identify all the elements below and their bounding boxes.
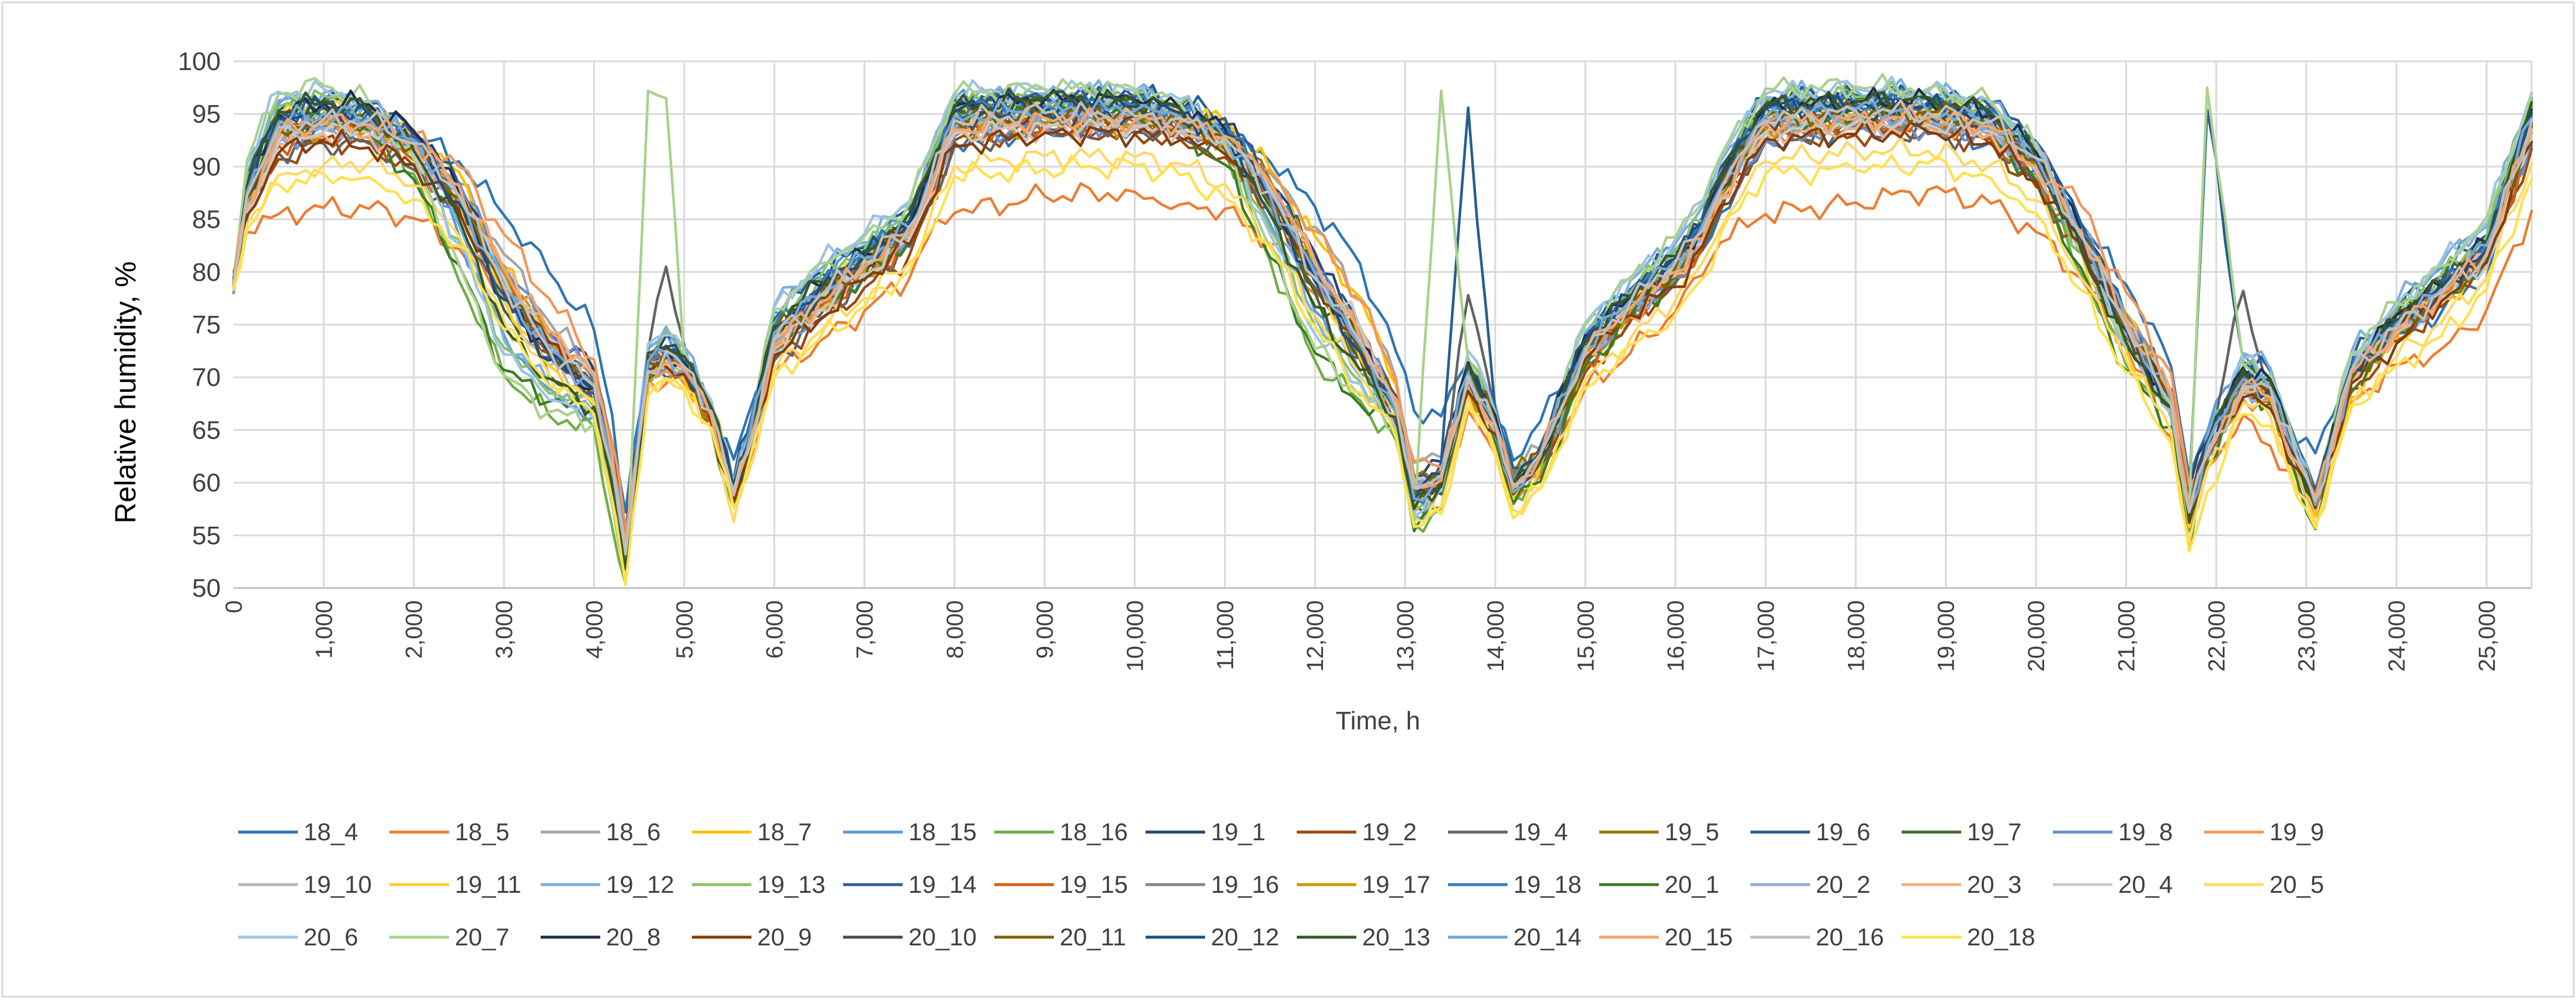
x-tick-label: 18,000 [1843, 600, 1869, 672]
legend-label-19_10: 19_10 [304, 871, 372, 898]
y-tick-label: 80 [192, 258, 221, 287]
series-line-20_13 [232, 88, 2533, 570]
legend-label-20_2: 20_2 [1816, 871, 1870, 898]
x-tick-label: 20,000 [2024, 600, 2049, 672]
y-tick-label: 95 [192, 100, 221, 128]
legend-label-19_8: 19_8 [2118, 818, 2173, 846]
x-tick-label: 21,000 [2114, 600, 2139, 672]
x-tick-label: 3,000 [492, 600, 517, 659]
legend-label-20_13: 20_13 [1362, 923, 1430, 951]
x-tick-label: 15,000 [1573, 600, 1599, 672]
y-tick-label: 65 [192, 416, 221, 444]
series-line-20_15 [232, 104, 2533, 544]
legend-label-20_6: 20_6 [304, 923, 358, 951]
x-tick-label: 6,000 [762, 600, 788, 659]
legend-label-20_9: 20_9 [757, 923, 812, 951]
legend-label-19_12: 19_12 [606, 871, 674, 898]
legend-label-19_2: 19_2 [1362, 818, 1416, 846]
legend-label-20_1: 20_1 [1665, 871, 1719, 898]
y-tick-label: 85 [192, 206, 221, 234]
legend-label-20_11: 20_11 [1060, 923, 1126, 951]
legend-label-19_14: 19_14 [908, 871, 977, 898]
x-axis-title: Time, h [1335, 707, 1420, 735]
x-tick-label: 12,000 [1303, 600, 1328, 672]
legend-label-19_15: 19_15 [1060, 871, 1128, 898]
x-tick-label: 17,000 [1753, 600, 1779, 672]
legend-label-19_1: 19_1 [1211, 818, 1265, 846]
legend-label-19_6: 19_6 [1816, 818, 1870, 846]
y-tick-label: 100 [178, 47, 221, 76]
y-tick-label: 90 [192, 152, 221, 181]
x-tick-label: 9,000 [1032, 600, 1058, 659]
x-tick-label: 14,000 [1483, 600, 1509, 672]
legend-label-18_4: 18_4 [304, 818, 358, 846]
x-tick-label: 22,000 [2204, 600, 2230, 672]
legend-label-20_14: 20_14 [1513, 923, 1582, 951]
y-tick-label: 75 [192, 311, 221, 339]
legend-label-20_16: 20_16 [1816, 923, 1884, 951]
x-tick-label: 4,000 [582, 600, 607, 659]
legend-label-20_7: 20_7 [455, 923, 509, 951]
legend: 18_4 18_5 18_6 18_7 18_15 18_16 19_1 19_2 19_4 19… [238, 818, 2324, 951]
x-tick-label: 10,000 [1123, 600, 1148, 672]
y-axis-ticks: 50 55 60 65 70 75 80 85 90 95 100 [178, 47, 221, 603]
legend-label-18_7: 18_7 [757, 818, 812, 846]
legend-label-19_9: 19_9 [2269, 818, 2324, 846]
x-tick-label: 0 [221, 600, 247, 613]
legend-label-19_5: 19_5 [1665, 818, 1719, 846]
series-line-20_18 [232, 154, 2533, 586]
y-axis-title: Relative humidity, % [109, 261, 142, 523]
legend-label-19_13: 19_13 [757, 871, 826, 898]
legend-label-18_5: 18_5 [455, 818, 509, 846]
x-tick-label: 24,000 [2384, 600, 2410, 672]
x-tick-label: 5,000 [672, 600, 698, 659]
legend-label-20_12: 20_12 [1211, 923, 1279, 951]
legend-label-20_3: 20_3 [1967, 871, 2021, 898]
legend-label-19_17: 19_17 [1362, 871, 1430, 898]
x-tick-label: 8,000 [942, 600, 968, 659]
y-tick-label: 60 [192, 469, 221, 497]
legend-label-19_7: 19_7 [1967, 818, 2021, 846]
legend-label-18_6: 18_6 [606, 818, 660, 846]
x-tick-label: 23,000 [2294, 600, 2320, 672]
y-tick-label: 70 [192, 363, 221, 392]
legend-label-19_16: 19_16 [1211, 871, 1279, 898]
x-axis-ticks: 0 1,000 2,000 3,000 4,000 5,000 6,000 7,000 8,00… [221, 600, 2500, 672]
x-tick-label: 2,000 [402, 600, 427, 659]
series-layer [232, 72, 2533, 586]
legend-label-18_15: 18_15 [908, 818, 977, 846]
x-tick-label: 11,000 [1213, 600, 1238, 670]
series-line-19_9 [232, 103, 2533, 533]
legend-label-20_10: 20_10 [908, 923, 977, 951]
x-tick-label: 1,000 [311, 600, 337, 659]
legend-label-20_18: 20_18 [1967, 923, 2035, 951]
legend-label-20_8: 20_8 [606, 923, 660, 951]
x-tick-label: 13,000 [1393, 600, 1419, 672]
x-tick-label: 7,000 [852, 600, 878, 659]
legend-label-20_15: 20_15 [1665, 923, 1733, 951]
legend-label-19_18: 19_18 [1513, 871, 1582, 898]
legend-label-19_11: 19_11 [455, 871, 521, 898]
x-tick-label: 19,000 [1934, 600, 1959, 672]
legend-label-20_5: 20_5 [2269, 871, 2324, 898]
legend-label-19_4: 19_4 [1513, 818, 1568, 846]
y-tick-label: 55 [192, 521, 221, 550]
legend-label-20_4: 20_4 [2118, 871, 2173, 898]
y-tick-label: 50 [192, 574, 221, 603]
series-line-20_16 [232, 99, 2533, 556]
x-tick-label: 16,000 [1663, 600, 1689, 672]
legend-label-18_16: 18_16 [1060, 818, 1128, 846]
x-tick-label: 25,000 [2474, 600, 2500, 672]
